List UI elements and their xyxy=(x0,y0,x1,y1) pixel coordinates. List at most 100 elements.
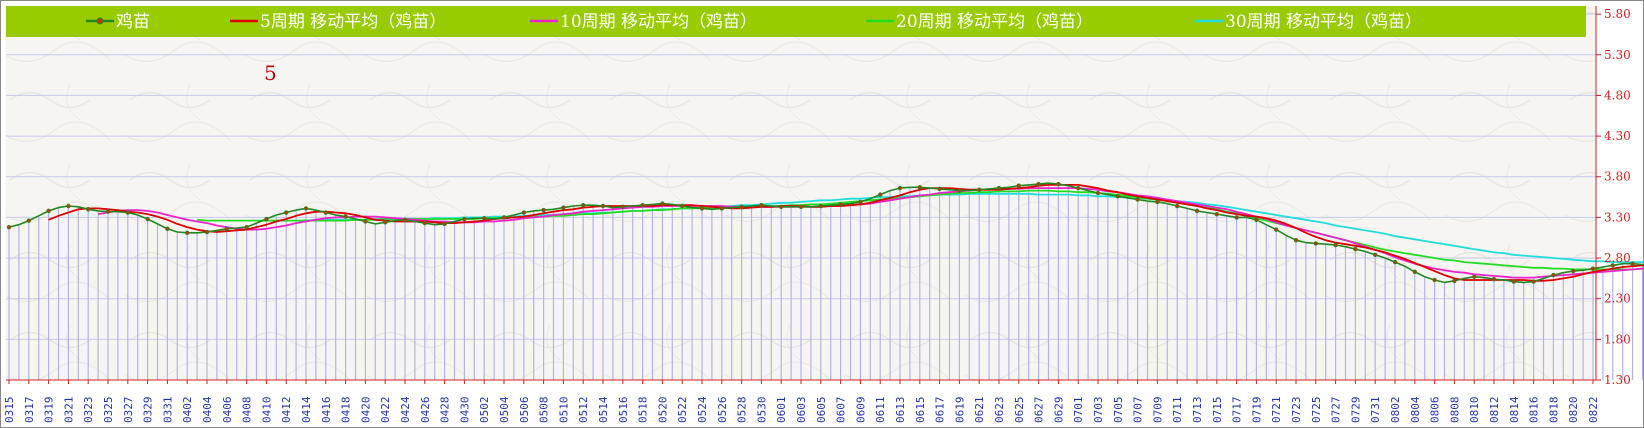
price-marker xyxy=(1155,199,1160,205)
price-marker xyxy=(1254,217,1259,223)
x-tick-label: 0428 xyxy=(439,397,452,424)
x-tick-label: 0719 xyxy=(1250,397,1263,424)
price-marker xyxy=(779,204,784,210)
y-tick-label: 1.80 xyxy=(1604,332,1631,346)
x-tick-label: 0613 xyxy=(894,397,907,424)
x-tick-label: 0617 xyxy=(934,397,947,424)
series-line-ma5 xyxy=(48,184,1644,282)
price-markers xyxy=(6,181,1635,284)
x-tick-label: 0822 xyxy=(1587,397,1600,424)
x-tick-label: 0410 xyxy=(260,397,273,424)
x-tick-label: 0727 xyxy=(1330,397,1343,424)
x-tick-label: 0327 xyxy=(122,397,135,424)
x-tick-label: 0615 xyxy=(914,397,927,424)
price-marker xyxy=(838,202,843,207)
x-tick-label: 0329 xyxy=(142,397,155,424)
price-marker xyxy=(343,214,348,219)
price-marker xyxy=(937,186,942,192)
price-marker xyxy=(640,202,645,208)
price-marker xyxy=(165,226,170,231)
price-bars xyxy=(8,183,1644,380)
price-marker xyxy=(125,210,130,215)
x-tick-label: 0522 xyxy=(676,397,689,424)
x-tick-label: 0711 xyxy=(1171,397,1184,424)
x-tick-label: 0818 xyxy=(1547,397,1560,424)
x-tick-label: 0802 xyxy=(1389,397,1402,424)
x-tick-label: 0528 xyxy=(736,397,749,424)
x-tick-label: 0426 xyxy=(419,397,432,424)
price-marker xyxy=(660,201,665,206)
x-tick-label: 0319 xyxy=(43,397,56,424)
price-marker xyxy=(1392,259,1398,265)
x-tick-label: 0512 xyxy=(577,397,590,424)
price-marker xyxy=(719,206,724,211)
price-marker xyxy=(363,219,368,224)
x-tick-label: 0406 xyxy=(221,397,234,424)
price-marker xyxy=(1372,252,1378,257)
annotation-label: 5 xyxy=(264,61,277,85)
price-marker xyxy=(1036,181,1041,187)
price-marker xyxy=(422,220,427,226)
price-marker xyxy=(1491,276,1497,282)
legend-label-ma20: 20周期 移动平均（鸡苗） xyxy=(896,12,1093,32)
x-tick-label: 0514 xyxy=(597,396,610,423)
legend-label-ma10: 10周期 移动平均（鸡苗） xyxy=(560,12,757,32)
price-marker xyxy=(26,218,31,223)
x-tick-label: 0713 xyxy=(1191,397,1204,424)
x-tick-label: 0814 xyxy=(1508,396,1521,423)
legend-label-ma30: 30周期 移动平均（鸡苗） xyxy=(1225,12,1422,32)
price-marker xyxy=(581,202,586,208)
price-marker xyxy=(1630,261,1635,266)
x-tick-label: 0723 xyxy=(1290,397,1303,424)
legend-marker-price xyxy=(96,17,104,25)
y-tick-label: 5.80 xyxy=(1604,7,1631,21)
price-marker xyxy=(1412,269,1417,275)
price-marker xyxy=(1016,183,1021,188)
price-marker xyxy=(521,210,526,215)
x-tick-label: 0808 xyxy=(1448,397,1461,424)
price-marker xyxy=(957,188,962,193)
x-tick-label: 0705 xyxy=(1112,397,1125,424)
price-marker xyxy=(264,216,269,222)
x-tick-label: 0524 xyxy=(696,396,709,423)
x-tick-label: 0725 xyxy=(1310,397,1323,424)
price-marker xyxy=(284,210,289,215)
x-tick-label: 0717 xyxy=(1231,397,1244,424)
x-tick-label: 0516 xyxy=(617,397,630,424)
y-tick-label: 3.30 xyxy=(1604,210,1631,224)
x-tick-label: 0416 xyxy=(320,397,333,424)
x-tick-label: 0603 xyxy=(795,397,808,424)
x-tick-label: 0317 xyxy=(23,397,36,424)
price-marker xyxy=(1313,241,1318,246)
x-tick-label: 0820 xyxy=(1567,397,1580,424)
x-tick-label: 0729 xyxy=(1349,397,1362,424)
x-tick-label: 0715 xyxy=(1211,397,1224,424)
price-marker xyxy=(1452,278,1457,284)
x-tick-label: 0816 xyxy=(1528,397,1541,424)
x-tick-label: 0506 xyxy=(518,397,531,424)
x-tick-label: 0627 xyxy=(1033,397,1046,424)
price-marker xyxy=(858,199,863,205)
x-tick-label: 0331 xyxy=(161,397,174,424)
x-tick-label: 0607 xyxy=(835,397,848,424)
series-lines xyxy=(8,182,1644,284)
x-tick-label: 0625 xyxy=(1013,396,1026,423)
x-tick-label: 0810 xyxy=(1468,397,1481,424)
price-marker xyxy=(184,230,190,236)
x-tick-label: 0526 xyxy=(716,397,729,424)
x-tick-label: 0418 xyxy=(340,397,353,424)
x-tick-label: 0323 xyxy=(82,397,95,424)
x-tick-label: 0601 xyxy=(775,397,788,424)
price-marker xyxy=(1551,272,1556,278)
y-tick-label: 4.80 xyxy=(1604,88,1631,102)
price-marker xyxy=(224,226,229,231)
x-tick-label: 0619 xyxy=(953,397,966,424)
price-marker xyxy=(462,216,467,222)
price-marker xyxy=(1273,227,1279,232)
legend: 鸡苗 5周期 移动平均（鸡苗） 10周期 移动平均（鸡苗） 20周期 移动平均（鸡苗）… xyxy=(6,6,1586,37)
x-tick-label: 0707 xyxy=(1132,397,1145,424)
price-marker xyxy=(739,204,744,210)
x-tick-label: 0806 xyxy=(1429,397,1442,424)
price-marker xyxy=(699,206,705,211)
